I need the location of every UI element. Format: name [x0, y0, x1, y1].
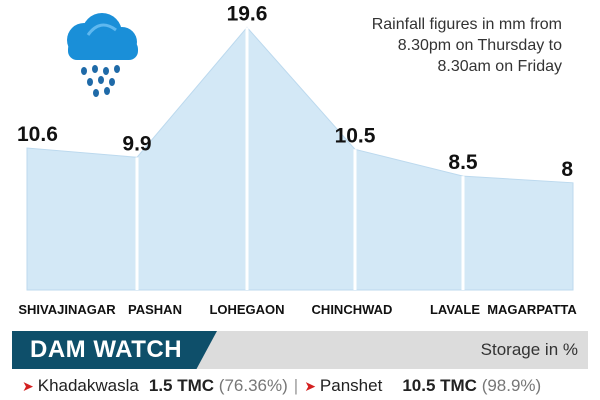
dam-tmc: 1.5 TMC	[148, 376, 215, 395]
dam-watch-title: DAM WATCH	[30, 336, 183, 363]
category-label: CHINCHWAD	[312, 302, 393, 317]
data-value-label: 8.5	[448, 151, 478, 174]
dam-name: Panshet	[319, 376, 383, 395]
category-label: PASHAN	[128, 302, 182, 317]
dam-name: Khadakwasla	[37, 376, 139, 395]
data-value-label: 9.9	[122, 132, 151, 155]
dam-watch-tag	[12, 331, 217, 369]
dam-separator: |	[293, 376, 299, 395]
arrow-icon: ➤	[22, 378, 34, 394]
dam-percent: (98.9%)	[481, 376, 542, 395]
category-label: MAGARPATTA	[487, 302, 577, 317]
category-label: LOHEGAON	[209, 302, 284, 317]
rainfall-note: Rainfall figures in mm from 8.30pm on Th…	[371, 16, 562, 75]
data-value-label: 10.6	[17, 123, 58, 146]
dam-percent: (76.36%)	[218, 376, 288, 395]
rain-cloud-icon	[67, 13, 138, 97]
storage-note: Storage in %	[480, 340, 578, 359]
dam-row: ➤ Khadakwasla 1.5 TMC (76.36%) | ➤ Panshet 10.…	[22, 376, 541, 396]
category-label: LAVALE	[430, 302, 480, 317]
data-value-label: 19.6	[227, 2, 268, 25]
data-value-label: 8	[561, 158, 573, 181]
data-value-label: 10.5	[335, 124, 376, 147]
category-label: SHIVAJINAGAR	[18, 302, 116, 317]
arrow-icon: ➤	[304, 378, 316, 394]
dam-tmc: 10.5 TMC	[402, 376, 477, 395]
